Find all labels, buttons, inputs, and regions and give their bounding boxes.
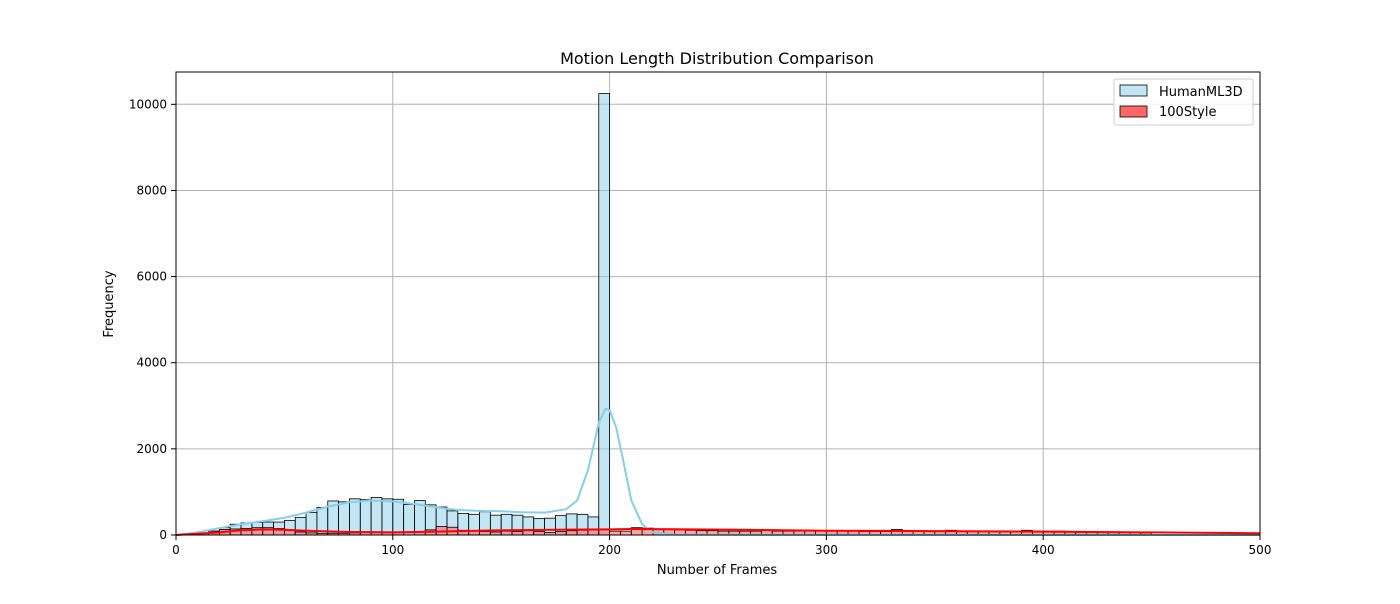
y-tick-label: 0 (159, 528, 167, 542)
x-tick-label: 300 (815, 543, 838, 557)
histogram-bar-1 (501, 531, 512, 535)
legend-label-humanml3d: HumanML3D (1159, 85, 1243, 100)
histogram-bar-1 (555, 532, 566, 535)
histogram-bar-1 (577, 530, 588, 535)
histogram-bar-0 (360, 500, 371, 535)
y-tick-label: 4000 (136, 356, 167, 370)
x-tick-label: 200 (598, 543, 621, 557)
grid-layer (176, 72, 1260, 535)
histogram-bar-0 (393, 499, 404, 535)
x-tick-label: 500 (1249, 543, 1272, 557)
histogram-bar-0 (404, 504, 415, 535)
y-tick-label: 6000 (136, 270, 167, 284)
histogram-bar-1 (534, 532, 545, 535)
chart-title: Motion Length Distribution Comparison (560, 49, 874, 68)
x-tick-label: 100 (381, 543, 404, 557)
histogram-bar-1 (620, 531, 631, 535)
y-axis-label: Frequency (102, 270, 117, 337)
histogram-bar-0 (599, 94, 610, 535)
y-tick-label: 8000 (136, 183, 167, 197)
legend-swatch-100style (1120, 106, 1147, 117)
y-tick-label: 10000 (129, 97, 167, 111)
bars-layer (187, 94, 1152, 535)
histogram-bar-1 (480, 532, 491, 535)
histogram-bar-0 (349, 499, 360, 535)
x-tick-label: 400 (1032, 543, 1055, 557)
histogram-bar-1 (512, 532, 523, 535)
histogram-bar-1 (610, 531, 621, 535)
axes-layer: 0 100 200 300 400 500 0 2000 4000 6000 8000 10000 (129, 97, 1272, 557)
legend-swatch-humanml3d (1120, 85, 1147, 96)
histogram-bar-1 (566, 531, 577, 535)
histogram-bar-0 (371, 498, 382, 535)
x-tick-label: 0 (172, 543, 180, 557)
histogram-bar-1 (523, 531, 534, 535)
x-axis-label: Number of Frames (657, 563, 778, 578)
histogram-bar-0 (382, 499, 393, 535)
histogram-bar-0 (339, 502, 350, 535)
legend-label-100style: 100Style (1159, 105, 1216, 120)
plot-area-frame (176, 72, 1260, 535)
legend: HumanML3D 100Style (1114, 79, 1253, 125)
y-tick-label: 2000 (136, 442, 167, 456)
